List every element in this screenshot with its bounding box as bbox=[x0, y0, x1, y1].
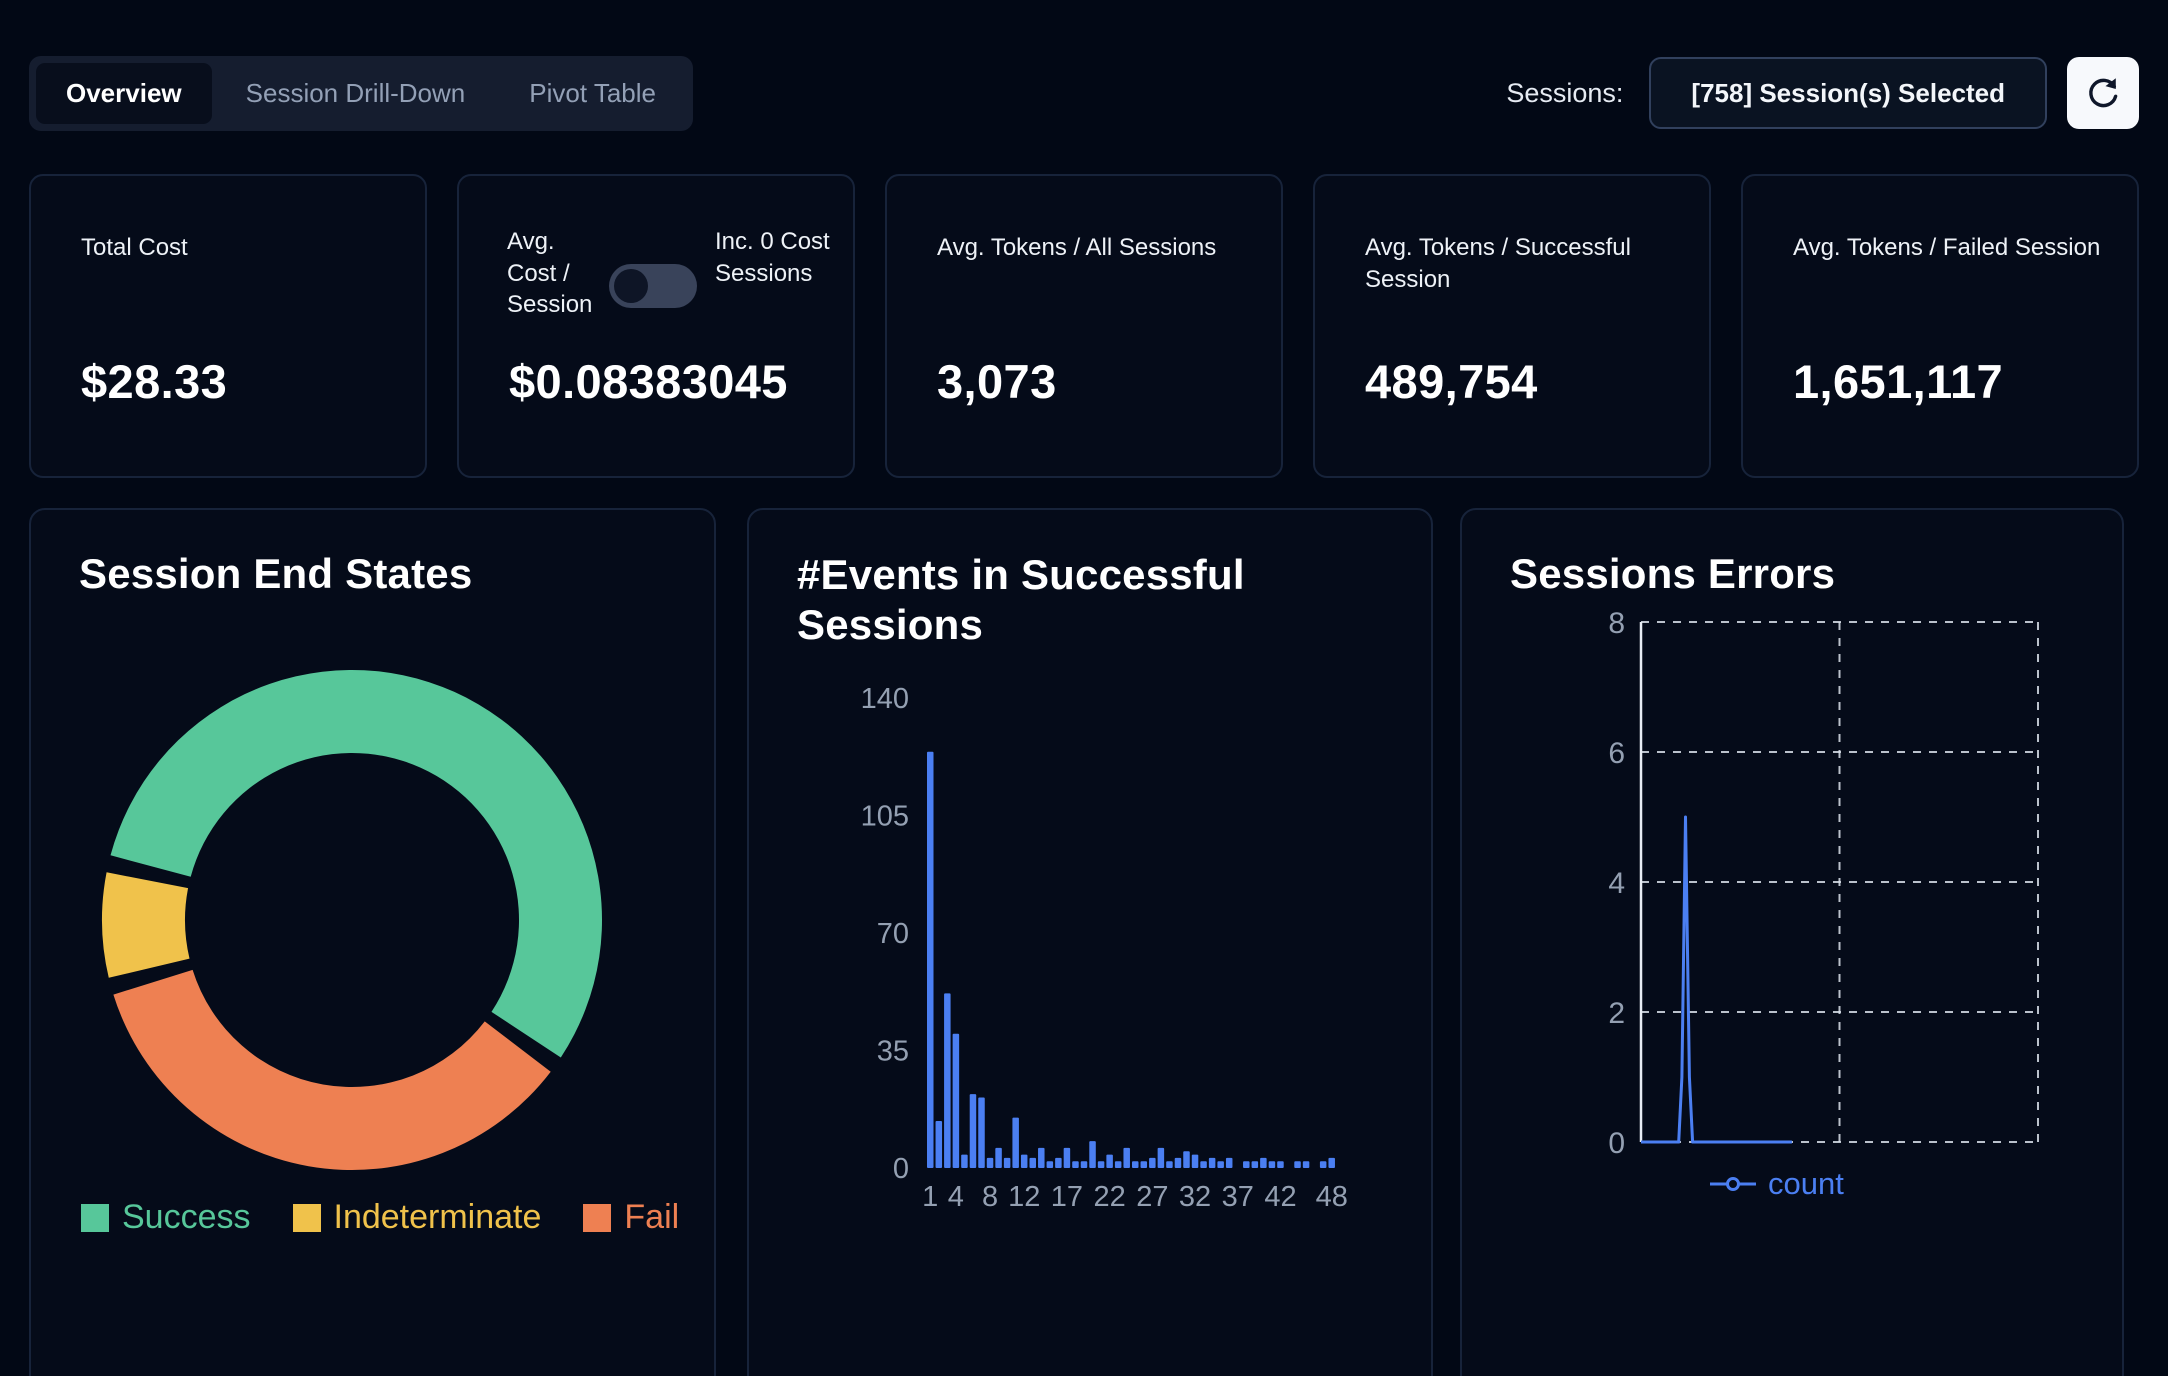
svg-text:12: 12 bbox=[1008, 1181, 1040, 1213]
svg-text:70: 70 bbox=[877, 918, 909, 950]
stat-value: $28.33 bbox=[81, 355, 228, 408]
svg-text:35: 35 bbox=[877, 1036, 909, 1068]
legend-label: Fail bbox=[624, 1198, 680, 1236]
stat-value: 1,651,117 bbox=[1793, 355, 2004, 408]
svg-text:1: 1 bbox=[922, 1181, 938, 1213]
refresh-icon bbox=[2089, 78, 2118, 108]
stat-card-avg-cost-per-session: Avg. Cost / Session Inc. 0 Cost Sessions… bbox=[457, 174, 855, 478]
sessions-errors-line-chart: 0 2 4 6 8 bbox=[1608, 607, 2039, 1160]
sessions-label: Sessions: bbox=[1506, 77, 1624, 108]
count-legend-marker-icon bbox=[1710, 1177, 1756, 1191]
tab-session-drill-down[interactable]: Session Drill-Down bbox=[216, 63, 496, 124]
svg-text:8: 8 bbox=[982, 1181, 998, 1213]
stat-card-avg-tokens-all: Avg. Tokens / All Sessions 3,073 bbox=[885, 174, 1283, 478]
stat-card-total-cost: Total Cost $28.33 bbox=[29, 174, 427, 478]
svg-text:140: 140 bbox=[861, 683, 909, 715]
svg-text:2: 2 bbox=[1608, 997, 1625, 1030]
stat-title: Avg. Tokens / All Sessions bbox=[937, 234, 1217, 261]
svg-text:42: 42 bbox=[1264, 1181, 1296, 1213]
tab-overview[interactable]: Overview bbox=[36, 62, 212, 124]
top-bar: Overview Session Drill-Down Pivot Table … bbox=[29, 55, 2139, 131]
stat-title: Avg. Cost / Session bbox=[507, 228, 593, 319]
chart-card-sessions-errors: Sessions Errors 0 2 4 6 8 count bbox=[1460, 508, 2124, 1376]
legend-swatch-indeterminate bbox=[292, 1203, 321, 1232]
sessions-control: Sessions: [758] Session(s) Selected bbox=[1506, 57, 2139, 129]
legend-swatch-fail bbox=[583, 1203, 612, 1232]
svg-text:0: 0 bbox=[893, 1153, 909, 1185]
stat-value: 3,073 bbox=[937, 355, 1057, 408]
svg-text:17: 17 bbox=[1051, 1181, 1083, 1213]
legend-label: Indeterminate bbox=[333, 1198, 542, 1236]
stat-card-avg-tokens-successful: Avg. Tokens / Successful Session 489,754 bbox=[1313, 174, 1711, 478]
stat-title: Avg. Tokens / Successful Session bbox=[1365, 234, 1631, 293]
legend-label: Success bbox=[122, 1198, 251, 1236]
svg-text:4: 4 bbox=[1608, 867, 1625, 900]
session-end-states-donut-chart bbox=[102, 669, 603, 1171]
svg-text:4: 4 bbox=[948, 1181, 964, 1213]
chart-card-events-histogram: #Events in Successful Sessions 0 35 70 105 1… bbox=[747, 508, 1433, 1376]
chart-card-session-end-states: Session End States Success Indeterminate… bbox=[29, 508, 716, 1376]
svg-text:0: 0 bbox=[1608, 1127, 1625, 1160]
chart-title-session-end-states: Session End States bbox=[79, 550, 473, 597]
stat-title: Total Cost bbox=[81, 234, 188, 261]
chart-title-sessions-errors: Sessions Errors bbox=[1510, 550, 1836, 597]
count-legend[interactable]: count bbox=[1710, 1166, 1844, 1202]
sessions-select-button[interactable]: [758] Session(s) Selected bbox=[1649, 57, 2047, 129]
legend-item-success[interactable]: Success bbox=[81, 1198, 251, 1237]
legend-swatch-success bbox=[81, 1203, 109, 1232]
count-legend-label: count bbox=[1768, 1166, 1844, 1201]
refresh-button[interactable] bbox=[2067, 57, 2139, 129]
stat-value: $0.08383045 bbox=[509, 355, 788, 408]
chart-title-events-histogram: #Events in Successful Sessions bbox=[797, 551, 1245, 648]
svg-text:22: 22 bbox=[1093, 1181, 1125, 1213]
tab-bar: Overview Session Drill-Down Pivot Table bbox=[29, 55, 693, 131]
stat-title: Avg. Tokens / Failed Session bbox=[1793, 234, 2101, 261]
stats-row: Total Cost $28.33 Avg. Cost / Session In… bbox=[29, 174, 2139, 478]
svg-text:105: 105 bbox=[861, 801, 909, 833]
svg-text:6: 6 bbox=[1608, 737, 1625, 770]
legend-item-indeterminate[interactable]: Indeterminate bbox=[292, 1198, 542, 1237]
svg-text:8: 8 bbox=[1608, 607, 1625, 640]
svg-text:37: 37 bbox=[1222, 1181, 1254, 1213]
svg-text:48: 48 bbox=[1316, 1181, 1348, 1213]
donut-legend: Success Indeterminate Fail bbox=[81, 1198, 679, 1237]
include-zero-cost-toggle[interactable] bbox=[609, 264, 697, 308]
stat-value: 489,754 bbox=[1365, 355, 1538, 408]
svg-text:27: 27 bbox=[1136, 1181, 1168, 1213]
legend-item-fail[interactable]: Fail bbox=[583, 1198, 679, 1237]
svg-text:32: 32 bbox=[1179, 1181, 1211, 1213]
stat-card-avg-tokens-failed: Avg. Tokens / Failed Session 1,651,117 bbox=[1741, 174, 2139, 478]
toggle-knob bbox=[614, 269, 648, 303]
tab-pivot-table[interactable]: Pivot Table bbox=[499, 63, 686, 124]
toggle-label: Inc. 0 Cost Sessions bbox=[715, 228, 830, 287]
